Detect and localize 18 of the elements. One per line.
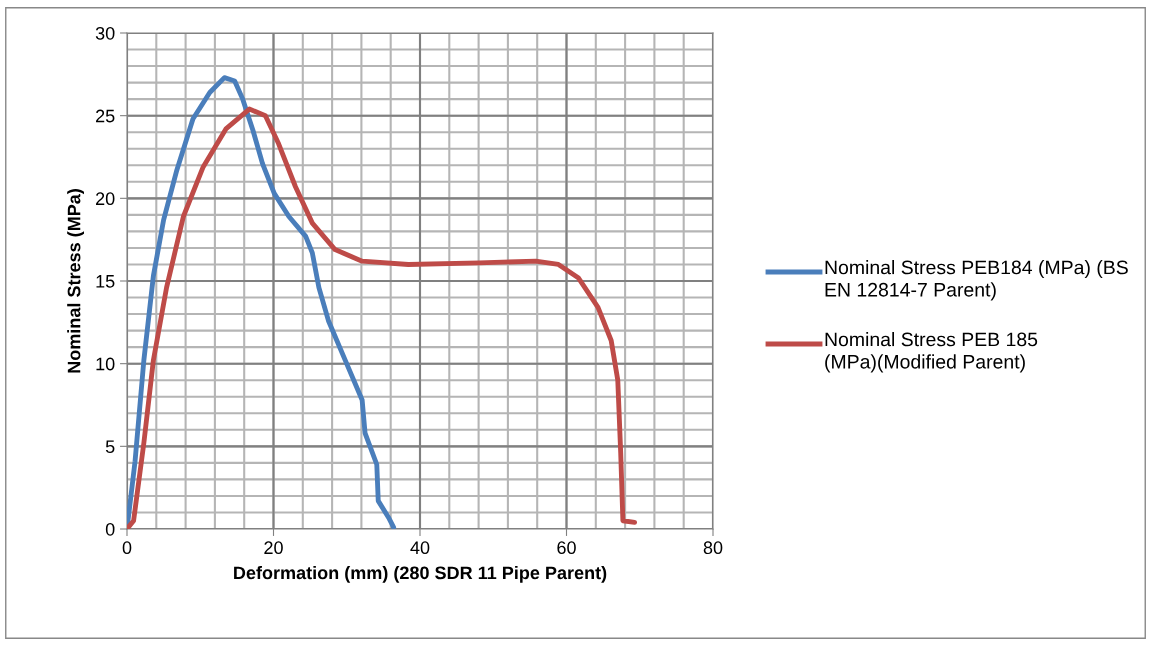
line-series bbox=[127, 75, 397, 529]
x-tick-label: 80 bbox=[703, 541, 723, 555]
y-tick-label: 20 bbox=[96, 192, 115, 206]
x-tick-label: 0 bbox=[122, 541, 132, 555]
y-tick-label: 10 bbox=[96, 357, 115, 371]
x-tick-label: 40 bbox=[410, 541, 430, 555]
y-axis-title: Nominal Stress (MPa) bbox=[67, 189, 84, 373]
legend-label: Nominal Stress PEB 185 (MPa)(Modified Parent) bbox=[825, 332, 1038, 373]
x-tick-label: 60 bbox=[557, 541, 576, 555]
x-tick-label: 20 bbox=[264, 541, 283, 555]
y-tick-label: 15 bbox=[96, 275, 115, 288]
y-tick-label: 30 bbox=[95, 26, 115, 40]
y-tick-label: 5 bbox=[105, 440, 115, 454]
legend-label: Nominal Stress PEB184 (MPa) (BS EN 12814-7 Parent) bbox=[825, 260, 1128, 301]
line-series bbox=[127, 106, 638, 529]
y-tick-label: 25 bbox=[96, 109, 115, 123]
y-tick-label: 0 bbox=[105, 522, 115, 536]
x-axis-title: Deformation (mm) (280 SDR 11 Pipe Parent) bbox=[234, 565, 607, 583]
